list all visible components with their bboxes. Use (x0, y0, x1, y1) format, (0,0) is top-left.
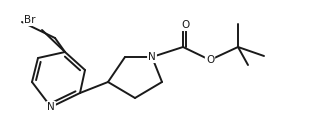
Text: O: O (181, 20, 189, 30)
Text: O: O (206, 55, 214, 65)
Text: N: N (47, 102, 55, 112)
Text: N: N (148, 52, 156, 62)
Text: Br: Br (24, 15, 36, 25)
